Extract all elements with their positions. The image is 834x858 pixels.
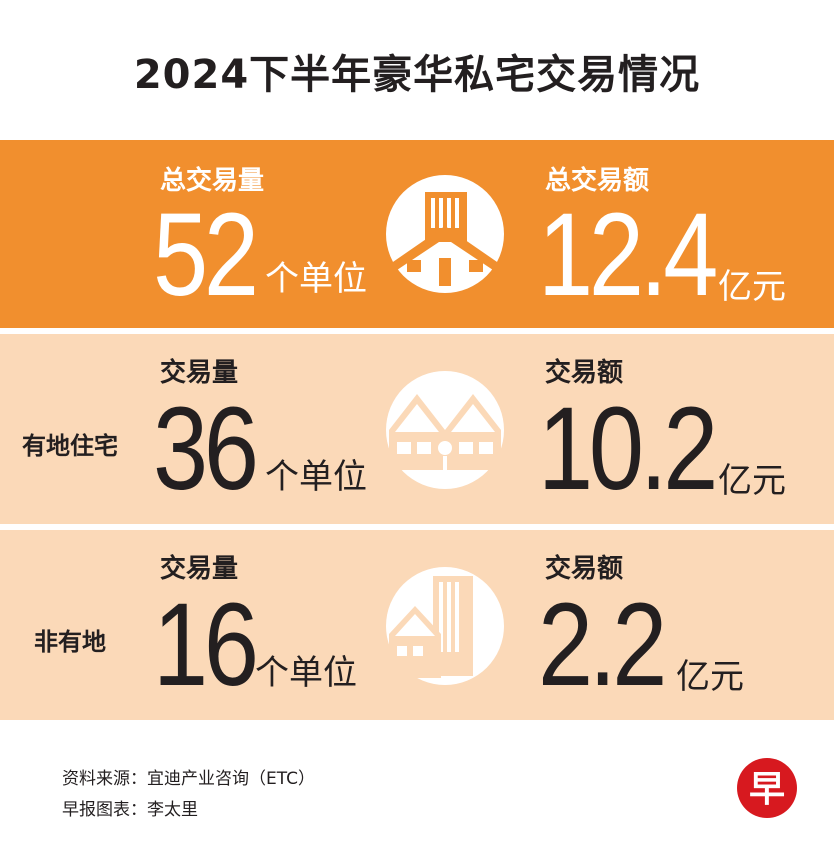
total-row: 总交易量 52 个单位 总交易额 12.4 亿元 [0,140,834,328]
source-note: 资料来源：宜迪产业咨询（ETC） [62,769,315,789]
landed-amount-value: 10.2 [538,383,718,515]
page-title: 2024下半年豪华私宅交易情况 [133,52,701,98]
landed-volume-value: 36 [153,383,259,515]
total-amount-value: 12.4 [538,189,718,321]
landed-row-label: 有地住宅 [22,432,118,460]
total-amount-unit: 亿元 [718,267,786,307]
landed-amount-unit: 亿元 [718,461,786,501]
logo-glyph: 早 [749,769,785,810]
total-volume-label: 总交易量 [160,166,265,196]
landed-row: 有地住宅 交易量 36 个单位 交易额 10.2 亿元 [0,334,834,524]
landed-volume-label: 交易量 [160,358,239,388]
total-volume-unit: 个单位 [265,259,367,299]
total-volume-value: 52 [153,189,259,321]
landed-volume-unit: 个单位 [265,457,367,497]
total-amount-label: 总交易额 [545,166,650,196]
landed-house-icon [386,371,504,489]
nonlanded-row: 非有地 交易量 16 个单位 交易额 2.2 亿元 [0,530,834,720]
nonlanded-volume-value: 16 [153,579,259,711]
condo-building-icon [386,567,504,685]
nonlanded-row-label: 非有地 [34,628,106,656]
nonlanded-volume-label: 交易量 [160,554,239,584]
city-house-icon [386,175,504,293]
credit-note: 早报图表：李太里 [62,800,198,820]
zaobao-logo-icon: 早 [737,758,797,818]
nonlanded-volume-unit: 个单位 [255,653,357,693]
nonlanded-amount-label: 交易额 [545,554,624,584]
landed-amount-label: 交易额 [545,358,624,388]
nonlanded-amount-value: 2.2 [538,579,667,711]
nonlanded-amount-unit: 亿元 [676,657,744,697]
